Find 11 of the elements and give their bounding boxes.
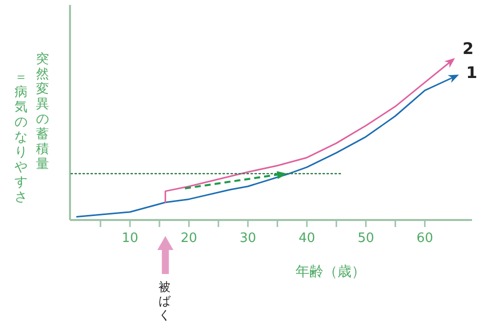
x-tick-label: 20 bbox=[180, 231, 198, 246]
series-label: 1 bbox=[466, 63, 478, 82]
x-tick-label: 60 bbox=[416, 231, 434, 246]
x-tick-label: 40 bbox=[298, 231, 316, 246]
text: 被ばく bbox=[158, 280, 171, 322]
x-tick-label: 10 bbox=[122, 231, 138, 246]
x-axis-title: 年齢（歳） bbox=[295, 264, 366, 280]
x-tick-label: 30 bbox=[240, 231, 256, 246]
series-label: 2 bbox=[462, 39, 474, 58]
x-tick-label: 50 bbox=[358, 231, 374, 246]
text: 突然変異の蓄積量＝病気のなりやすさ bbox=[14, 52, 49, 205]
